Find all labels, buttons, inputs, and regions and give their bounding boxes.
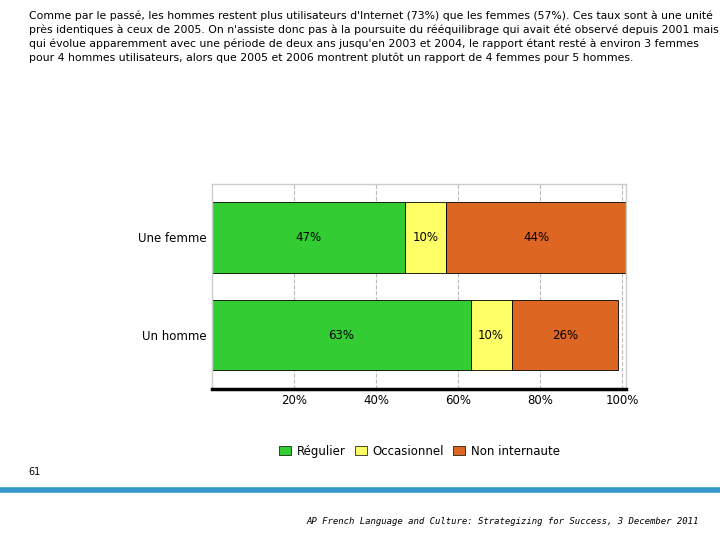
Text: 44%: 44%: [523, 231, 549, 244]
Bar: [512, 300, 618, 370]
Text: 10%: 10%: [478, 328, 504, 342]
Bar: [212, 300, 471, 370]
Bar: [405, 202, 446, 273]
Text: USC University of
Southern California: USC University of Southern California: [27, 512, 88, 523]
Bar: [471, 300, 512, 370]
Text: 61: 61: [29, 467, 41, 477]
Text: 10%: 10%: [413, 231, 438, 244]
Bar: [212, 202, 405, 273]
Text: 47%: 47%: [296, 231, 322, 244]
Bar: [446, 202, 626, 273]
Text: 63%: 63%: [328, 328, 354, 342]
Legend: Régulier, Occasionnel, Non internaute: Régulier, Occasionnel, Non internaute: [274, 440, 564, 462]
Text: 26%: 26%: [552, 328, 578, 342]
Text: AP French Language and Culture: Strategizing for Success, 3 December 2011: AP French Language and Culture: Strategi…: [306, 517, 698, 526]
Text: Comme par le passé, les hommes restent plus utilisateurs d'Internet (73%) que le: Comme par le passé, les hommes restent p…: [29, 11, 719, 63]
